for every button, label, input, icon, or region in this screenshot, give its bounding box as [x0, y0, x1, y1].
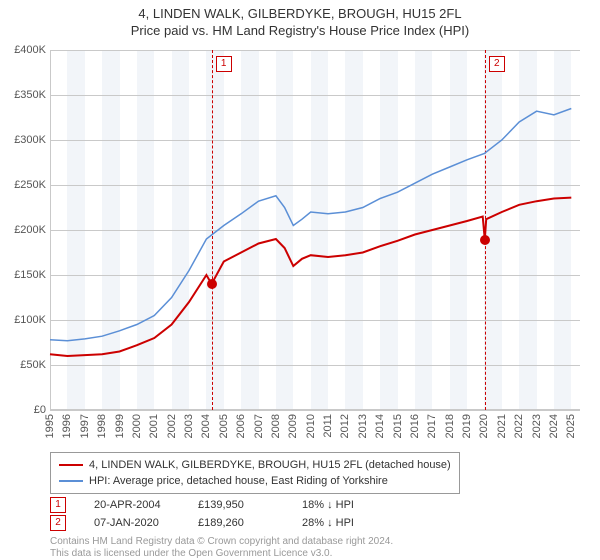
x-tick-label: 2016	[409, 414, 421, 438]
x-tick-label: 2005	[218, 414, 230, 438]
chart-container: 4, LINDEN WALK, GILBERDYKE, BROUGH, HU15…	[0, 0, 600, 560]
x-tick-label: 2004	[200, 414, 212, 438]
x-tick-label: 2008	[270, 414, 282, 438]
x-tick-label: 2003	[183, 414, 195, 438]
x-tick-label: 2012	[339, 414, 351, 438]
y-tick-label: £50K	[2, 359, 46, 371]
x-tick-label: 2023	[531, 414, 543, 438]
footnote-line-1: Contains HM Land Registry data © Crown c…	[50, 536, 393, 548]
sale-point-row: 1 20-APR-2004 £139,950 18% ↓ HPI	[50, 496, 388, 514]
x-tick-label: 2018	[444, 414, 456, 438]
sale-point-price: £139,950	[198, 499, 284, 511]
legend-item: 4, LINDEN WALK, GILBERDYKE, BROUGH, HU15…	[59, 457, 451, 473]
x-tick-label: 2000	[131, 414, 143, 438]
footnote-line-2: This data is licensed under the Open Gov…	[50, 548, 393, 560]
title-line-1: 4, LINDEN WALK, GILBERDYKE, BROUGH, HU15…	[0, 6, 600, 21]
sale-point-badge: 1	[50, 497, 66, 513]
series-red	[50, 198, 571, 356]
y-tick-label: £250K	[2, 179, 46, 191]
y-tick-label: £150K	[2, 269, 46, 281]
y-tick-label: £200K	[2, 224, 46, 236]
sale-point-date: 20-APR-2004	[94, 499, 180, 511]
line-series	[50, 50, 580, 410]
y-tick-label: £400K	[2, 44, 46, 56]
sale-point-row: 2 07-JAN-2020 £189,260 28% ↓ HPI	[50, 514, 388, 532]
chart-title: 4, LINDEN WALK, GILBERDYKE, BROUGH, HU15…	[0, 0, 600, 38]
plot-area: £0£50K£100K£150K£200K£250K£300K£350K£400…	[50, 50, 580, 410]
legend-swatch	[59, 480, 83, 482]
x-tick-label: 2009	[287, 414, 299, 438]
x-tick-label: 2001	[148, 414, 160, 438]
x-tick-label: 1997	[79, 414, 91, 438]
x-tick-label: 1998	[96, 414, 108, 438]
sale-point-date: 07-JAN-2020	[94, 517, 180, 529]
x-tick-label: 1999	[114, 414, 126, 438]
x-tick-label: 2024	[548, 414, 560, 438]
x-tick-label: 2013	[357, 414, 369, 438]
x-tick-label: 2011	[322, 414, 334, 438]
x-tick-label: 2007	[253, 414, 265, 438]
x-tick-label: 1996	[61, 414, 73, 438]
legend-label: 4, LINDEN WALK, GILBERDYKE, BROUGH, HU15…	[89, 459, 451, 471]
x-tick-label: 2020	[478, 414, 490, 438]
footnote: Contains HM Land Registry data © Crown c…	[50, 536, 393, 560]
legend-item: HPI: Average price, detached house, East…	[59, 473, 451, 489]
sale-point-delta: 28% ↓ HPI	[302, 517, 388, 529]
y-tick-label: £100K	[2, 314, 46, 326]
legend-swatch	[59, 464, 83, 466]
sale-point-price: £189,260	[198, 517, 284, 529]
x-tick-label: 2021	[496, 414, 508, 438]
gridline	[50, 410, 580, 411]
sale-point-delta: 18% ↓ HPI	[302, 499, 388, 511]
y-tick-label: £300K	[2, 134, 46, 146]
x-tick-label: 2002	[166, 414, 178, 438]
sale-point-badge: 2	[50, 515, 66, 531]
y-tick-label: £0	[2, 404, 46, 416]
x-tick-label: 2022	[513, 414, 525, 438]
sale-points-table: 1 20-APR-2004 £139,950 18% ↓ HPI 2 07-JAN-202…	[50, 496, 388, 532]
x-tick-label: 2006	[235, 414, 247, 438]
x-tick-label: 2010	[305, 414, 317, 438]
x-tick-label: 2019	[461, 414, 473, 438]
y-tick-label: £350K	[2, 89, 46, 101]
series-blue	[50, 109, 571, 341]
legend-label: HPI: Average price, detached house, East…	[89, 475, 388, 487]
x-tick-label: 2015	[392, 414, 404, 438]
title-line-2: Price paid vs. HM Land Registry's House …	[0, 23, 600, 38]
x-tick-label: 2017	[426, 414, 438, 438]
x-tick-label: 2014	[374, 414, 386, 438]
legend: 4, LINDEN WALK, GILBERDYKE, BROUGH, HU15…	[50, 452, 460, 494]
x-tick-label: 1995	[44, 414, 56, 438]
x-tick-label: 2025	[565, 414, 577, 438]
